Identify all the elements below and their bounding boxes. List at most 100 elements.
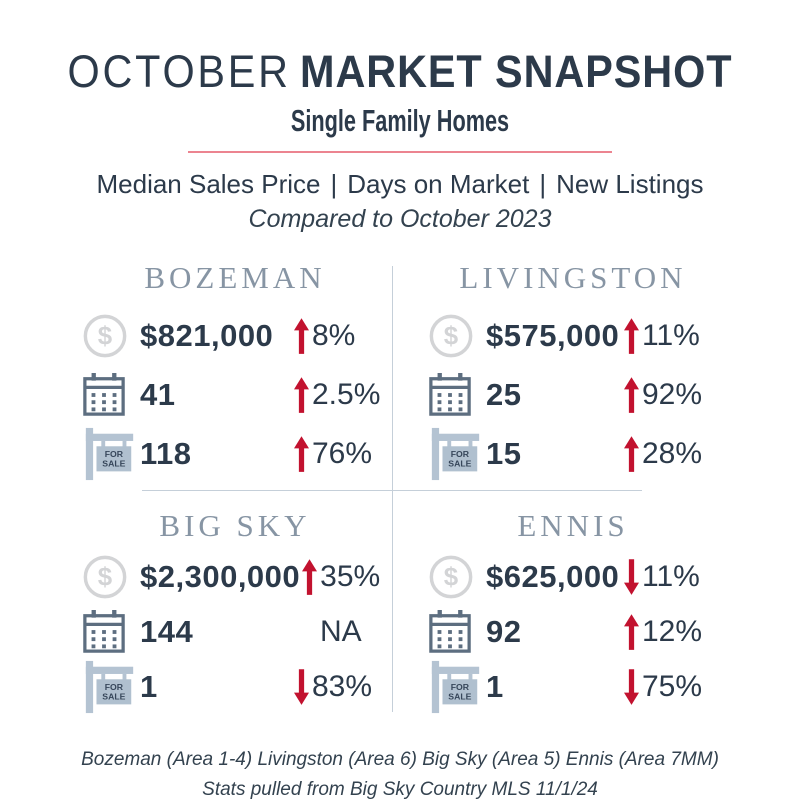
stat-row-median-price: $575,000 11% (428, 308, 718, 364)
trend-arrow (622, 667, 640, 707)
quadrant-title: ENNIS (517, 508, 629, 544)
stat-change: 35% (300, 557, 396, 597)
change-percent: 11% (642, 559, 700, 593)
trend-arrow (622, 316, 640, 356)
stat-change: 76% (292, 434, 388, 474)
separator-bar: | (539, 169, 547, 200)
quadrant-livingston: LIVINGSTON $575,000 11% 25 92% 15 (400, 248, 730, 490)
stat-row-new-listings: 15 28% (428, 426, 718, 482)
for-sale-sign-icon (428, 426, 486, 482)
stat-row-median-price: $625,000 11% (428, 550, 718, 603)
quadrant-big-sky: BIG SKY $2,300,000 35% 144 NA 1 (70, 490, 400, 720)
footer-areas-note: Bozeman (Area 1-4) Livingston (Area 6) B… (81, 749, 719, 771)
stat-change: 11% (622, 557, 718, 597)
stat-change: 2.5% (292, 375, 388, 415)
change-percent: 12% (642, 614, 703, 648)
for-sale-sign-icon (428, 659, 486, 715)
vertical-divider (392, 266, 393, 713)
trend-arrow (622, 557, 640, 597)
calendar-icon (82, 610, 140, 654)
change-percent: 75% (642, 669, 703, 703)
metric-label-median-price: Median Sales Price (96, 169, 321, 200)
trend-arrow (292, 434, 310, 474)
dollar-icon (428, 313, 486, 359)
stat-value: 118 (140, 436, 192, 472)
stat-change: 92% (622, 375, 718, 415)
trend-arrow (622, 612, 640, 652)
change-percent: 92% (642, 378, 703, 412)
separator-bar: | (330, 169, 338, 200)
metric-label-new-listings: New Listings (556, 169, 704, 200)
dollar-icon (82, 313, 140, 359)
stat-value: $625,000 (486, 558, 620, 594)
stat-row-days-on-market: 144 NA (82, 605, 388, 658)
calendar-icon (428, 610, 486, 654)
change-na: NA (320, 614, 362, 648)
stat-value: 15 (486, 436, 522, 472)
stat-value: 144 (140, 613, 194, 649)
pink-divider-line (188, 151, 612, 154)
page-title: OCTOBER MARKET SNAPSHOT (32, 48, 768, 95)
quadrant-grid: BOZEMAN $821,000 8% 41 2.5% 118 (70, 248, 730, 720)
stat-value: 1 (140, 668, 158, 704)
footer: Bozeman (Area 1-4) Livingston (Area 6) B… (0, 746, 800, 803)
trend-arrow (292, 667, 310, 707)
trend-arrow (292, 375, 310, 415)
header: OCTOBER MARKET SNAPSHOT Single Family Hom… (0, 0, 800, 234)
stat-change: 75% (622, 667, 718, 707)
trend-arrow (622, 375, 640, 415)
dollar-icon (428, 554, 486, 600)
stat-change: 8% (292, 316, 388, 356)
stat-row-days-on-market: 41 2.5% (82, 367, 388, 423)
stat-value: 25 (486, 377, 522, 413)
stat-change: 12% (622, 612, 718, 652)
stat-change: 11% (622, 316, 718, 356)
trend-arrow (292, 316, 310, 356)
stat-value: $821,000 (140, 318, 274, 354)
stat-row-days-on-market: 92 12% (428, 605, 718, 658)
stat-row-days-on-market: 25 92% (428, 367, 718, 423)
stat-value: $2,300,000 (140, 558, 301, 594)
calendar-icon (428, 373, 486, 417)
stat-value: 92 (486, 613, 522, 649)
stat-change: 28% (622, 434, 718, 474)
page-title-month: OCTOBER (67, 46, 291, 97)
quadrant-title: BIG SKY (159, 508, 311, 544)
horizontal-divider (142, 490, 642, 492)
trend-arrow (300, 557, 318, 597)
metric-label-days-on-market: Days on Market (347, 169, 530, 200)
change-percent: 83% (312, 669, 373, 703)
quadrant-ennis: ENNIS $625,000 11% 92 12% 1 (400, 490, 730, 720)
change-percent: 8% (312, 319, 356, 353)
stat-change: NA (292, 612, 388, 652)
page-subtitle: Single Family Homes (290, 103, 510, 139)
trend-arrow (292, 612, 310, 652)
metrics-legend: Median Sales Price | Days on Market | New Li… (0, 169, 800, 200)
stat-row-median-price: $2,300,000 35% (82, 550, 388, 603)
dollar-icon (82, 554, 140, 600)
stat-row-new-listings: 1 83% (82, 660, 388, 713)
for-sale-sign-icon (82, 426, 140, 482)
for-sale-sign-icon (82, 659, 140, 715)
stat-row-median-price: $821,000 8% (82, 308, 388, 364)
quadrant-bozeman: BOZEMAN $821,000 8% 41 2.5% 118 (70, 248, 400, 490)
quadrant-area: BOZEMAN $821,000 8% 41 2.5% 118 (70, 248, 730, 720)
stat-value: $575,000 (486, 318, 620, 354)
change-percent: 76% (312, 437, 373, 471)
change-percent: 11% (642, 319, 700, 353)
quadrant-title: BOZEMAN (144, 260, 326, 296)
quadrant-title: LIVINGSTON (459, 260, 687, 296)
footer-source-note: Stats pulled from Big Sky Country MLS 11… (202, 778, 598, 800)
calendar-icon (82, 373, 140, 417)
change-percent: 28% (642, 437, 703, 471)
stat-value: 1 (486, 668, 504, 704)
trend-arrow (622, 434, 640, 474)
stat-change: 83% (292, 667, 388, 707)
stat-row-new-listings: 118 76% (82, 426, 388, 482)
page-title-main: MARKET SNAPSHOT (300, 46, 733, 97)
comparison-note: Compared to October 2023 (248, 205, 552, 234)
change-percent: 35% (320, 559, 381, 593)
change-percent: 2.5% (312, 378, 381, 412)
stat-value: 41 (140, 377, 176, 413)
stat-row-new-listings: 1 75% (428, 660, 718, 713)
